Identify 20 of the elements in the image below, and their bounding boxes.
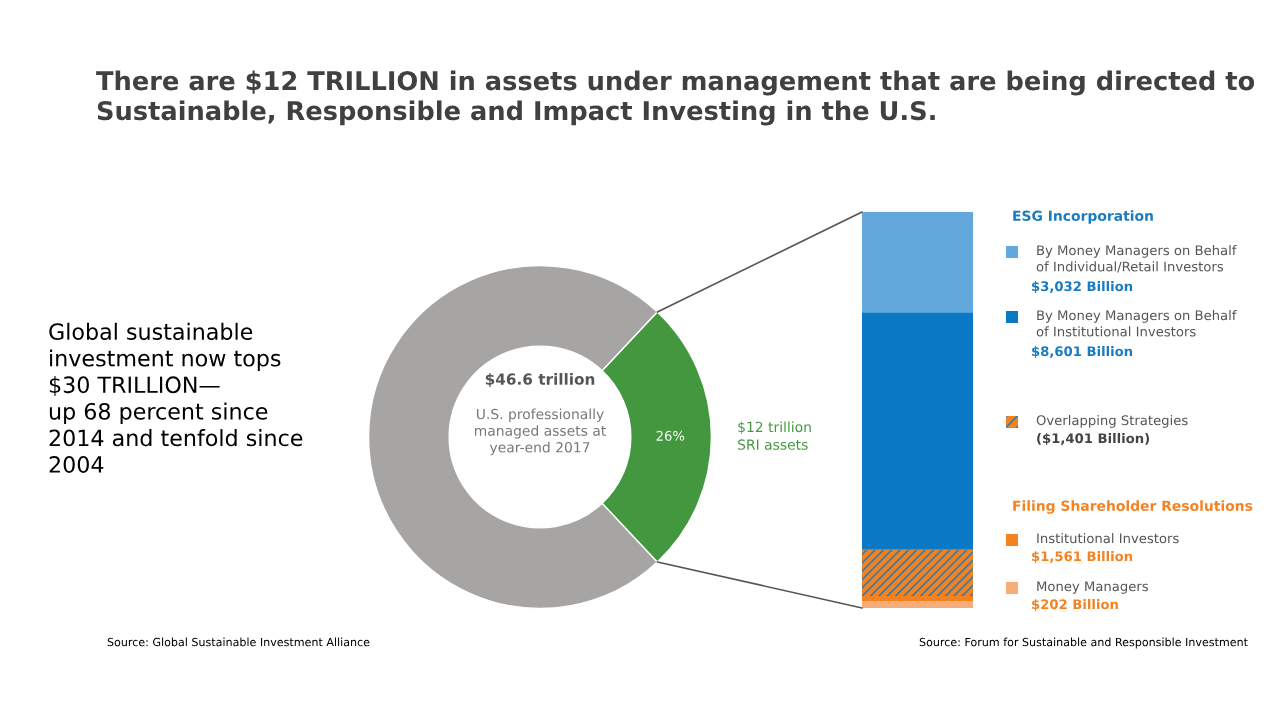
source-note: Source: Forum for Sustainable and Responsible Investment <box>919 637 1248 649</box>
legend-label: By Money Managers on Behalf of Institutional Investors $8,601 Billion <box>1032 310 1237 358</box>
bar <box>862 601 973 608</box>
text: Overlapping Strategies ($1,401 Billion) <box>1036 415 1188 445</box>
bar <box>862 212 973 313</box>
legend-label: Money Managers $202 Billion <box>1032 581 1148 611</box>
text: Global sustainable investment now tops $30 TRILLION— up 68 percent since 2014 and tenfold since 2004 <box>49 322 303 473</box>
slice-label: $12 trillion SRI assets <box>738 421 811 450</box>
text: Filing Shareholder Resolutions <box>1013 500 1253 514</box>
bar <box>862 596 973 602</box>
legend-label: Institutional Investors $1,561 Billion <box>1032 533 1179 563</box>
text: $46.6 trillion <box>485 373 595 387</box>
chart-title: There are $12 TRILLION in assets under management that are being directed to Sustainable, Responsible and Impact Investing in the U.S. <box>96 70 1255 126</box>
text: ESG Incorporation <box>1013 210 1153 224</box>
source-note: Source: Global Sustainable Investment Alliance <box>107 637 370 647</box>
text: U.S. professionally managed assets at year-end 2017 <box>475 408 606 456</box>
bar <box>862 549 973 597</box>
bar <box>862 312 973 550</box>
data-label: 26% <box>656 430 685 441</box>
legend-label: By Money Managers on Behalf of Individual/Retail Investors $3,032 Billion <box>1032 245 1237 293</box>
